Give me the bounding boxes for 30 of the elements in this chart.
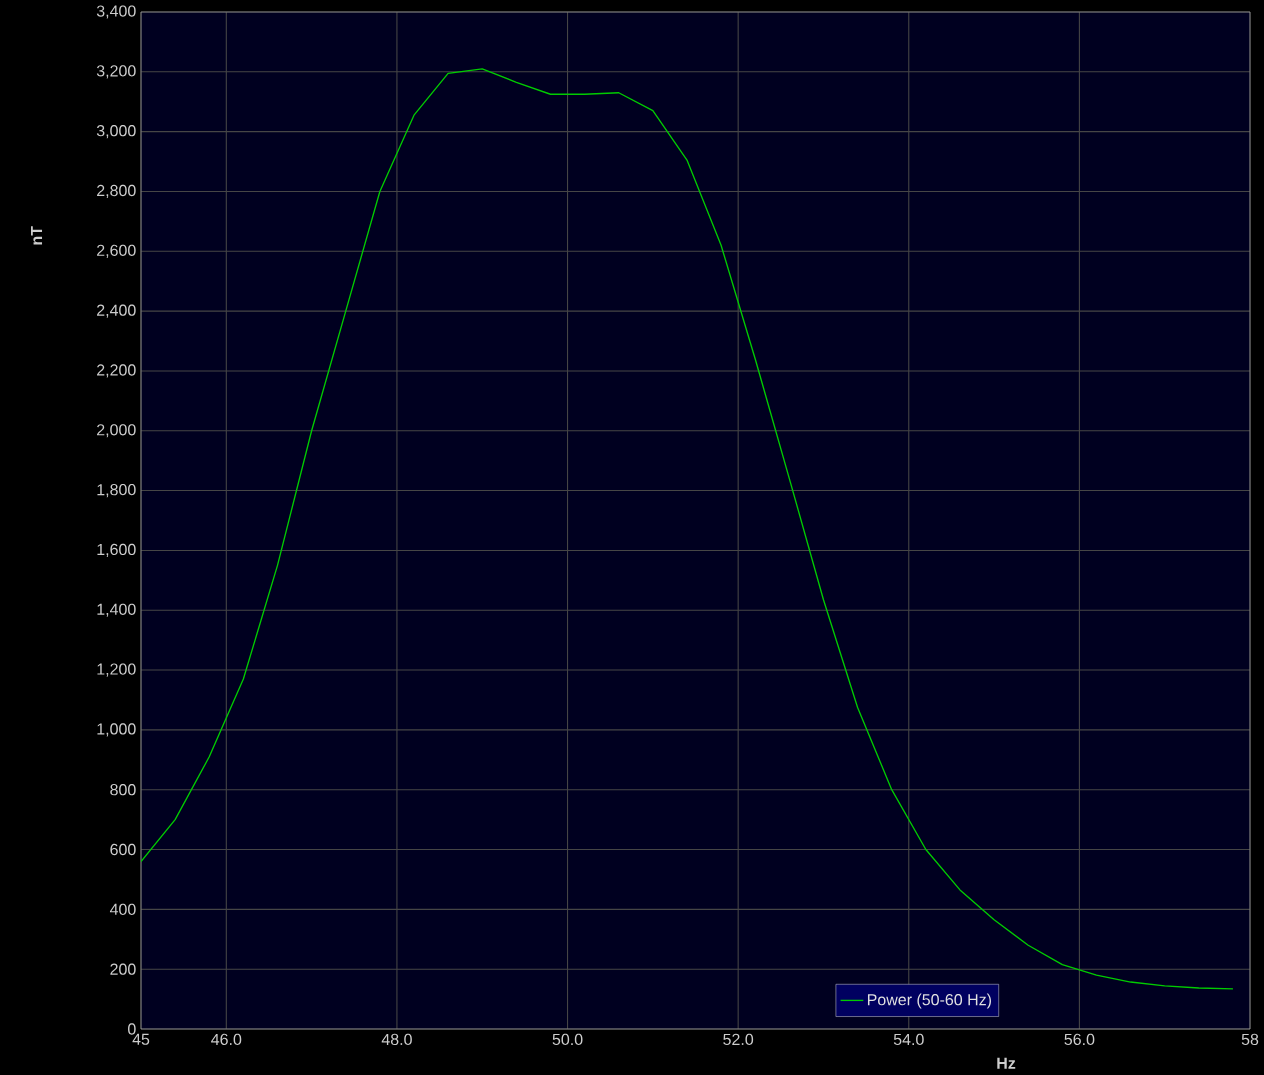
y-tick-label: 2,800 [97, 184, 136, 199]
y-tick-label: 2,000 [97, 424, 136, 438]
x-tick-label: 45 [132, 1033, 150, 1045]
legend-label: Power (50-60 Hz) [867, 993, 992, 1009]
x-tick-label: 54.0 [893, 1033, 924, 1046]
x-tick-label: 56.0 [1064, 1033, 1095, 1046]
y-tick-label: 1,800 [97, 483, 136, 498]
y-tick-label: 0 [128, 1023, 136, 1035]
y-tick-label: 1,000 [97, 723, 136, 737]
y-tick-label: 200 [110, 963, 136, 975]
x-tick-label: 58 [1241, 1033, 1259, 1046]
y-tick-label: 400 [109, 903, 136, 916]
y-tick-label: 3,000 [96, 125, 136, 139]
y-tick-label: 3,200 [96, 65, 136, 79]
y-axis-title: nT [31, 226, 43, 245]
x-tick-label: 46.0 [211, 1033, 242, 1046]
y-tick-label: 2,400 [97, 304, 136, 318]
y-tick-label: 2,200 [97, 364, 136, 378]
y-tick-label: 800 [110, 784, 136, 796]
x-tick-label: 48.0 [381, 1033, 412, 1046]
y-tick-label: 1,200 [97, 663, 136, 677]
x-tick-label: 50.0 [552, 1033, 583, 1046]
x-tick-label: 52.0 [723, 1033, 754, 1046]
y-tick-label: 600 [110, 843, 136, 856]
y-tick-label: 3,400 [96, 5, 136, 19]
line-series [141, 68, 1234, 990]
x-axis-title: Hz [997, 1057, 1016, 1069]
y-tick-label: 1,400 [97, 603, 136, 617]
y-tick-label: 1,600 [97, 543, 136, 558]
y-tick-label: 2,600 [97, 244, 136, 258]
